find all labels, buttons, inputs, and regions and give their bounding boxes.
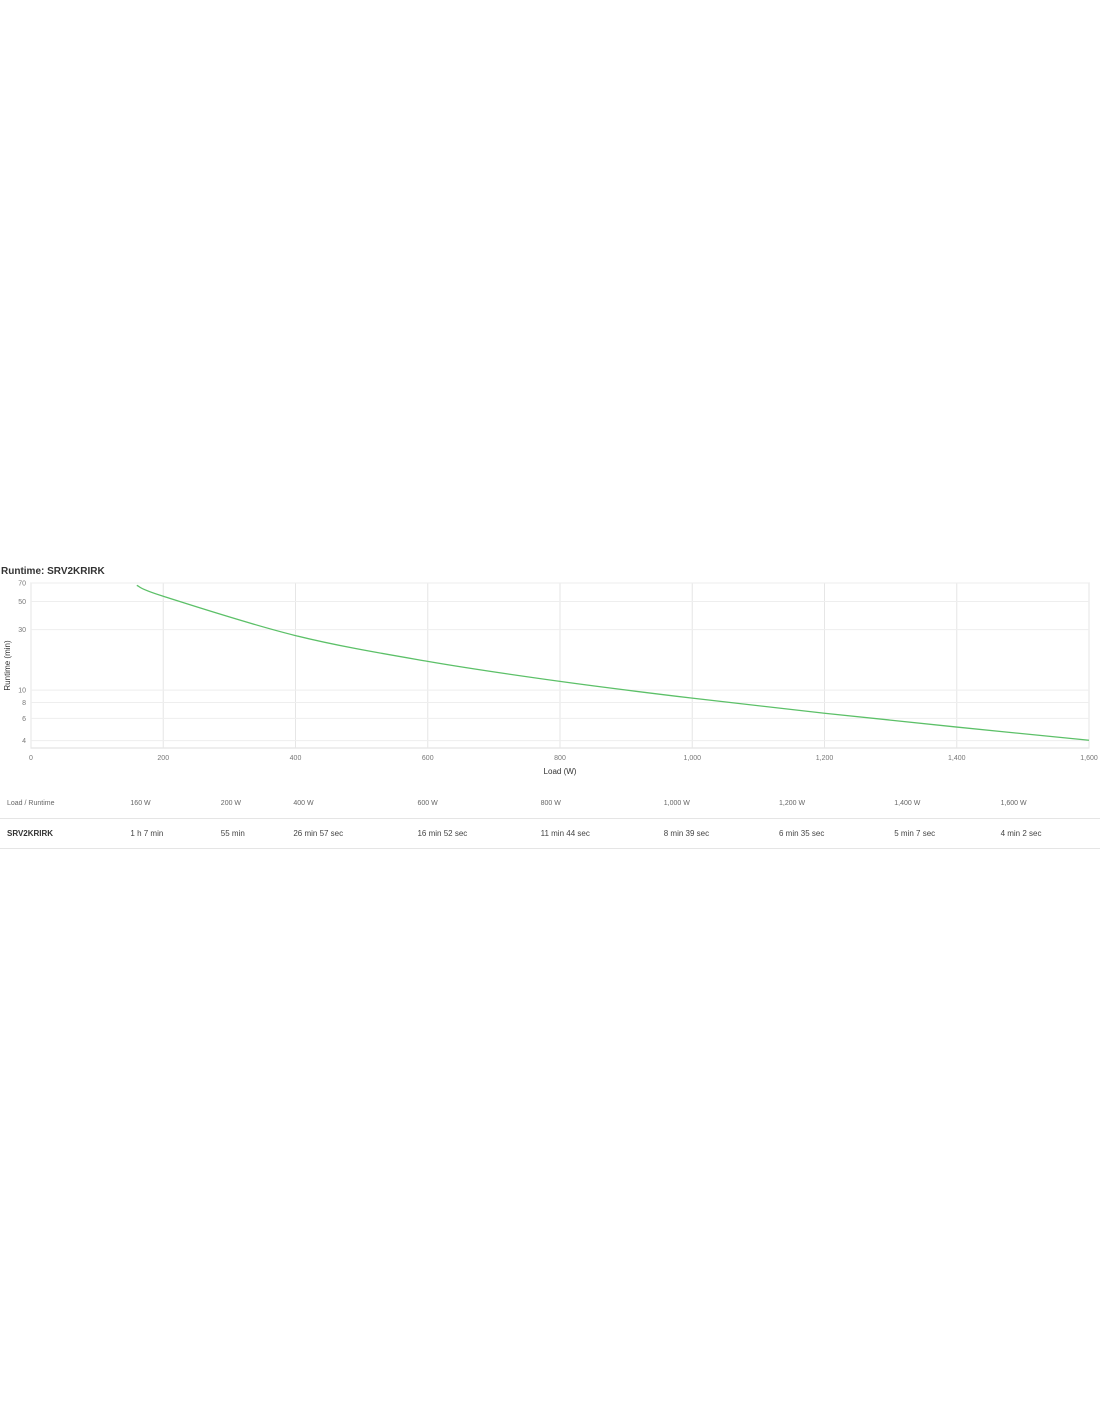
runtime-cell: 26 min 57 sec (293, 818, 418, 849)
y-tick-label: 50 (18, 599, 26, 606)
runtime-chart: 0 200 400 600 800 1,000 1,200 1,400 1,600 4 6 8 10 30… (3, 581, 1098, 777)
runtime-cell: 8 min 39 sec (663, 818, 779, 849)
runtime-cell: 6 min 35 sec (779, 818, 895, 849)
column-header: 200 W (220, 788, 294, 819)
x-tick-label: 1,600 (1080, 755, 1098, 762)
runtime-cell: 1 h 7 min (130, 818, 221, 849)
runtime-cell: 11 min 44 sec (540, 818, 664, 849)
runtime-table: Load / Runtime 160 W 200 W 400 W 600 W 800 W… (0, 788, 1100, 849)
table-row: SRV2KRIRK 1 h 7 min 55 min 26 min 57 sec 16 … (0, 818, 1100, 849)
y-tick-label: 30 (18, 627, 26, 634)
y-tick-label: 8 (22, 700, 26, 707)
column-header: 600 W (417, 788, 541, 819)
x-tick-label: 1,400 (948, 755, 966, 762)
x-tick-label: 0 (29, 755, 33, 762)
column-header: 1,600 W (1000, 788, 1100, 819)
y-tick-label: 70 (18, 581, 26, 588)
column-header: 1,400 W (894, 788, 1001, 819)
header-label: Load / Runtime (0, 788, 131, 819)
runtime-cell: 16 min 52 sec (417, 818, 541, 849)
series-line-0 (136, 584, 1090, 741)
y-axis-label: Runtime (min) (3, 640, 12, 691)
y-tick-label: 4 (22, 738, 26, 745)
column-header: 160 W (130, 788, 221, 819)
column-header: 1,200 W (779, 788, 895, 819)
y-tick-label: 10 (18, 688, 26, 695)
x-tick-label: 800 (554, 755, 566, 762)
x-tick-label: 1,200 (816, 755, 834, 762)
column-header: 800 W (540, 788, 664, 819)
x-tick-label: 200 (157, 755, 169, 762)
x-tick-label: 400 (290, 755, 302, 762)
runtime-cell: 5 min 7 sec (894, 818, 1001, 849)
runtime-cell: 4 min 2 sec (1000, 818, 1100, 849)
column-header: 400 W (293, 788, 418, 819)
x-tick-label: 1,000 (683, 755, 701, 762)
x-tick-label: 600 (422, 755, 434, 762)
table-header-row: Load / Runtime 160 W 200 W 400 W 600 W 800 W… (0, 788, 1100, 819)
chart-title: Runtime: SRV2KRIRK (1, 566, 105, 577)
runtime-cell: 55 min (220, 818, 294, 849)
model-name: SRV2KRIRK (0, 818, 131, 849)
y-tick-label: 6 (22, 716, 26, 723)
column-header: 1,000 W (663, 788, 779, 819)
x-axis-label: Load (W) (544, 767, 577, 776)
